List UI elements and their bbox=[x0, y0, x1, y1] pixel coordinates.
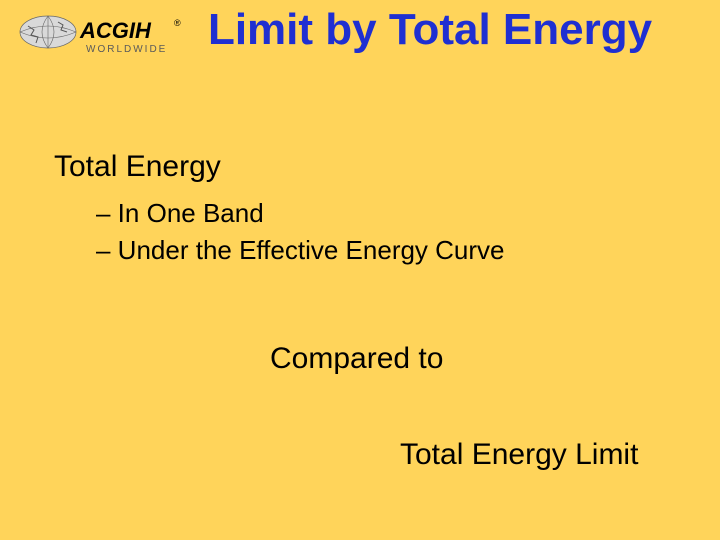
slide: ACGIH ® WORLDWIDE Limit by Total Energy … bbox=[0, 0, 720, 540]
bullet-item: – Under the Effective Energy Curve bbox=[96, 235, 505, 266]
final-text: Total Energy Limit bbox=[400, 438, 638, 472]
logo-sub-text: WORLDWIDE bbox=[86, 44, 167, 55]
compared-text: Compared to bbox=[270, 342, 443, 376]
registered-mark: ® bbox=[174, 18, 181, 28]
bullet-item: – In One Band bbox=[96, 198, 505, 229]
logo-main-text: ACGIH bbox=[79, 18, 152, 43]
bullet-list: – In One Band – Under the Effective Ener… bbox=[96, 198, 505, 272]
acgih-logo: ACGIH ® WORLDWIDE bbox=[18, 12, 186, 58]
slide-title: Limit by Total Energy bbox=[200, 6, 660, 54]
globe-icon: ACGIH ® WORLDWIDE bbox=[18, 12, 186, 58]
subtitle: Total Energy bbox=[54, 150, 221, 184]
